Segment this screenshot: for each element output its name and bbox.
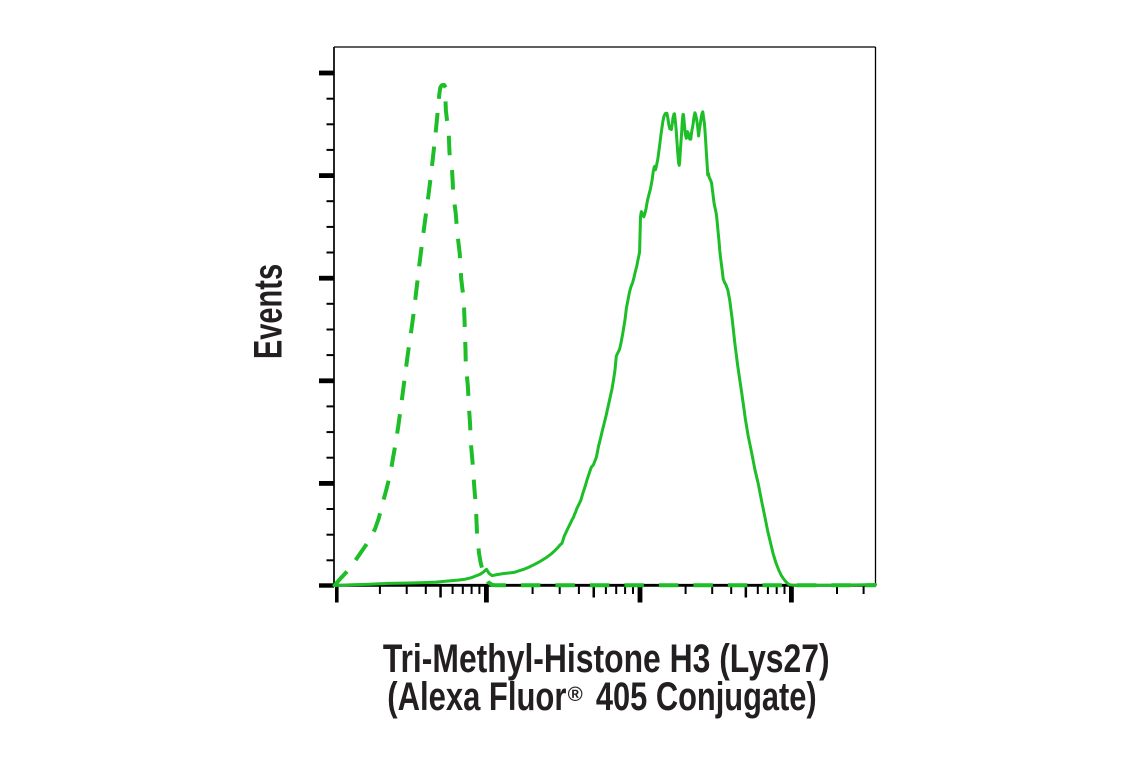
svg-text:(Alexa Fluor: (Alexa Fluor [387, 674, 566, 719]
svg-text:Events: Events [248, 264, 291, 359]
svg-text:405 Conjugate): 405 Conjugate) [596, 674, 817, 719]
svg-text:Tri-Methyl-Histone H3 (Lys27): Tri-Methyl-Histone H3 (Lys27) [383, 637, 830, 681]
svg-text:®: ® [568, 683, 583, 706]
